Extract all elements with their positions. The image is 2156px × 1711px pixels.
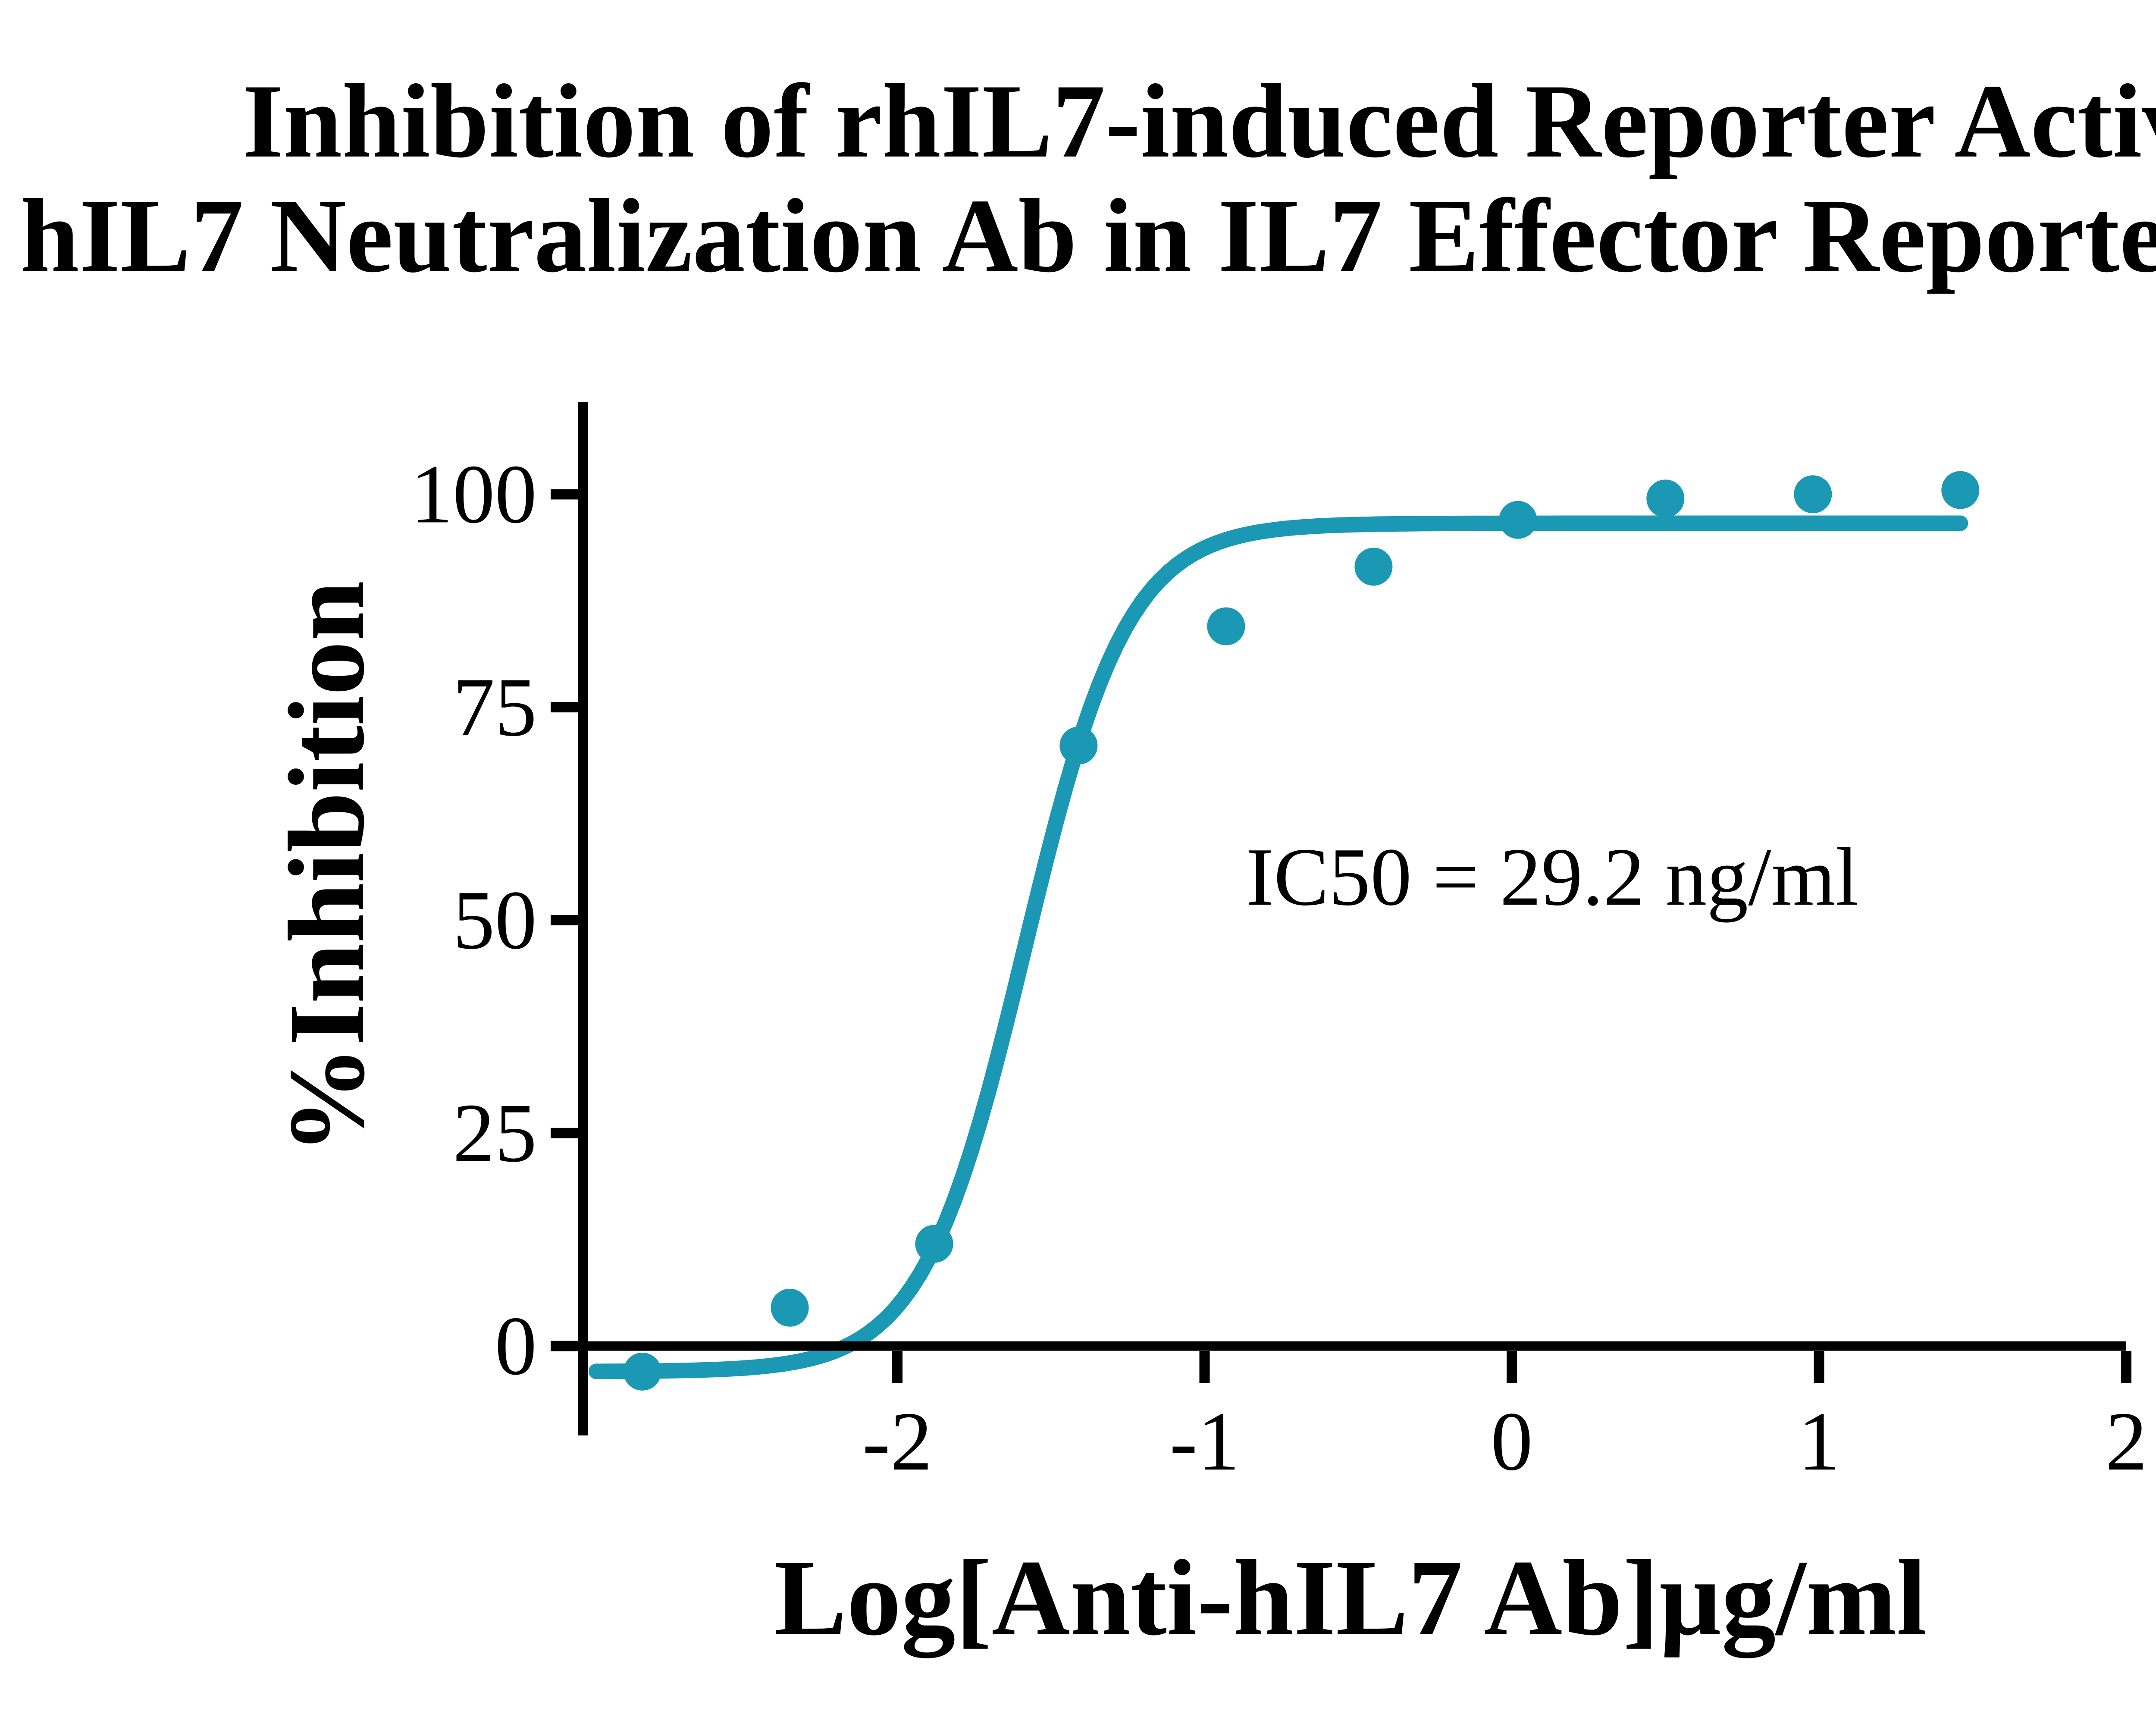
data-point (1059, 727, 1098, 765)
ic50-annotation: IC50 = 29.2 ng/ml (1246, 831, 1858, 923)
data-point (915, 1225, 953, 1263)
x-tick-label: -2 (862, 1395, 932, 1488)
data-point (623, 1352, 661, 1391)
chart-title-line1: Inhibition of rhIL7-induced Reporter Act… (242, 63, 2156, 179)
tick-labels-layer: 0 25 50 75 100 -2 -1 0 1 2 (411, 448, 2147, 1488)
x-tick-label: 2 (2105, 1395, 2147, 1488)
data-point (1499, 501, 1537, 539)
y-tick-label: 0 (495, 1300, 537, 1393)
fit-curve (588, 515, 1968, 1379)
fit-curve-layer (588, 515, 1968, 1379)
axes-layer (578, 402, 2126, 1435)
data-point (1207, 607, 1245, 646)
data-point (1941, 471, 1980, 509)
chart-title: Inhibition of rhIL7-induced Reporter Act… (0, 64, 2156, 293)
y-tick-label: 25 (453, 1087, 537, 1180)
x-tick-label: -1 (1169, 1395, 1239, 1488)
x-tick-label: 1 (1798, 1395, 1840, 1488)
y-tick-label: 75 (453, 661, 537, 754)
x-tick-label: 0 (1491, 1395, 1533, 1488)
y-axis-label: %Inhibition (266, 581, 387, 1155)
data-point (1354, 548, 1393, 586)
data-point (1646, 479, 1685, 518)
x-axis-label: Log[Anti-hIL7 Ab]µg/ml (774, 1537, 1927, 1658)
y-tick-label: 100 (411, 448, 537, 541)
ticks-layer (551, 489, 2131, 1383)
data-point (1794, 475, 1832, 514)
data-point (771, 1288, 809, 1327)
y-tick-label: 50 (453, 874, 537, 967)
data-points-layer (623, 471, 1980, 1391)
chart-title-line2: hIL7 Neutralization Ab in IL7 Effector R… (20, 177, 2156, 294)
